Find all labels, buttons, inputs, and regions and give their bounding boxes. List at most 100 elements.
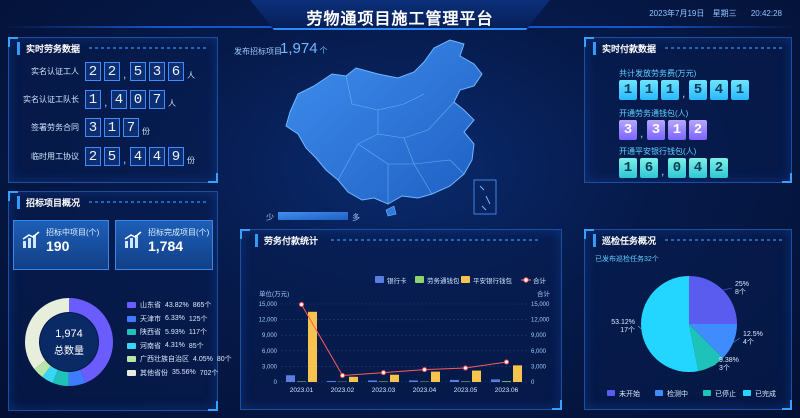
bidding-in-progress-card[interactable]: 招标中项目(个) 190 <box>13 220 109 270</box>
legend-swatch <box>703 390 711 396</box>
bar[interactable] <box>450 379 459 382</box>
pie-slice[interactable] <box>689 324 723 372</box>
digit: 2 <box>689 120 707 140</box>
legend-label: 银行卡 <box>387 276 407 285</box>
x-tick-label: 2023.06 <box>495 387 519 394</box>
legend-label[interactable]: 未开始 <box>619 389 640 398</box>
digit: 1 <box>731 80 749 100</box>
legend-name: 天津市 <box>140 315 161 323</box>
inspection-panel: 巡检任务概况 已发布巡检任务32个 25% 8个 12.5% 4个 9.38% 3个 53.… <box>584 229 792 410</box>
pie-label-leader <box>711 363 717 367</box>
bidding-completed-card[interactable]: 招标完成项目(个) 1,784 <box>115 220 213 270</box>
donut-slice[interactable] <box>52 369 69 386</box>
digit: 7 <box>149 90 165 109</box>
y2-tick-label: 12,000 <box>531 318 550 324</box>
digit: 1 <box>85 90 101 109</box>
legend-label: 合计 <box>533 276 547 285</box>
digit: 6 <box>168 62 184 81</box>
line-point[interactable] <box>504 359 509 365</box>
legend-point-marker <box>523 277 529 283</box>
bar[interactable] <box>502 381 511 382</box>
pie-slice[interactable] <box>689 276 737 324</box>
legend-item[interactable]: 山东省 43.82% 865个 <box>127 300 211 310</box>
bar[interactable] <box>409 380 418 382</box>
left-axis-unit: 单位(万元) <box>259 289 289 298</box>
y-tick-label: 6,000 <box>262 349 278 355</box>
donut-slice[interactable] <box>68 369 86 386</box>
legend-swatch <box>127 329 136 335</box>
bar[interactable] <box>390 374 399 382</box>
china-map[interactable] <box>228 34 568 226</box>
thousands-separator: , <box>661 164 665 178</box>
card-value: 1,784 <box>148 238 184 254</box>
digit: 4 <box>130 147 146 166</box>
legend-label[interactable]: 检测中 <box>667 389 688 398</box>
legend-item[interactable]: 广西壮族自治区 4.05% 80个 <box>127 354 232 364</box>
line-point[interactable] <box>463 365 468 371</box>
line-point[interactable] <box>299 302 304 308</box>
legend-percent: 4.05% <box>193 355 213 363</box>
legend-percent: 6.33% <box>165 315 185 322</box>
donut-slice[interactable] <box>34 360 51 377</box>
bar[interactable] <box>286 375 295 382</box>
digit: 2 <box>710 158 728 178</box>
legend-item[interactable]: 河南省 4.31% 85个 <box>127 341 204 351</box>
map-label: 发布招标项目 <box>234 47 282 56</box>
bar[interactable] <box>491 379 500 382</box>
legend-swatch <box>127 302 136 308</box>
line-point[interactable] <box>422 367 427 373</box>
card-label: 招标中项目(个) <box>46 228 100 237</box>
row-label: 签署劳务合同 <box>31 123 79 132</box>
bar[interactable] <box>431 371 440 382</box>
thousands-separator: , <box>104 95 108 109</box>
donut-slice[interactable] <box>42 365 58 383</box>
bar[interactable] <box>461 381 470 382</box>
y-tick-label: 0 <box>274 380 278 386</box>
bar[interactable] <box>368 380 377 382</box>
digit: 7 <box>123 118 139 137</box>
digit: 2 <box>85 62 101 81</box>
bar[interactable] <box>297 381 306 382</box>
bar[interactable] <box>327 380 336 382</box>
line-point[interactable] <box>340 373 345 378</box>
x-tick-label: 2023.02 <box>331 387 355 394</box>
y2-tick-label: 0 <box>531 380 535 386</box>
legend-percent: 4.31% <box>165 342 185 349</box>
legend-item[interactable]: 陕西省 5.93% 117个 <box>127 327 207 337</box>
pie-slice[interactable] <box>641 276 699 372</box>
legend-item[interactable]: 天津市 6.33% 125个 <box>127 314 208 324</box>
title-decoration <box>89 201 209 203</box>
legend-name: 广西壮族自治区 <box>140 356 189 363</box>
realtime-pay-panel: 实时付款数据 共计发放劳务费(万元) 1 1 1, 5 4 1 开通劳务通钱包(人) 3, 3 1 2… <box>584 37 792 183</box>
donut-slice[interactable] <box>25 298 69 370</box>
legend-count: 117个 <box>188 329 208 336</box>
legend-percent: 5.93% <box>165 328 185 336</box>
card-label: 招标完成项目(个) <box>148 228 210 237</box>
legend-label[interactable]: 已完成 <box>755 389 776 398</box>
y-tick-label: 3,000 <box>262 364 278 370</box>
y2-tick-label: 3,000 <box>531 364 547 370</box>
panel-title: 劳务付款统计 <box>255 234 318 247</box>
title-decoration <box>89 47 209 49</box>
pie-slice[interactable] <box>689 324 737 358</box>
bar[interactable] <box>308 311 317 382</box>
legend-label[interactable]: 已停止 <box>715 389 736 398</box>
legend-item[interactable]: 其他省份 35.56% 702个 <box>127 368 218 378</box>
donut-slice[interactable] <box>69 298 114 383</box>
bar[interactable] <box>513 365 522 382</box>
time-text: 20:42:28 <box>750 9 782 18</box>
bar[interactable] <box>379 381 388 382</box>
digit: 4 <box>689 158 707 178</box>
digit: 5 <box>130 62 146 81</box>
line-point[interactable] <box>381 370 386 376</box>
bar[interactable] <box>349 376 358 382</box>
unit-label: 人 <box>187 71 195 80</box>
bidding-panel: 招标项目概况 招标中项目(个) 190 招标完成项目(个) 1,784 1,97… <box>8 191 232 411</box>
legend-swatch <box>375 276 384 283</box>
bar[interactable] <box>472 370 481 382</box>
pie-label-leader <box>722 287 733 291</box>
